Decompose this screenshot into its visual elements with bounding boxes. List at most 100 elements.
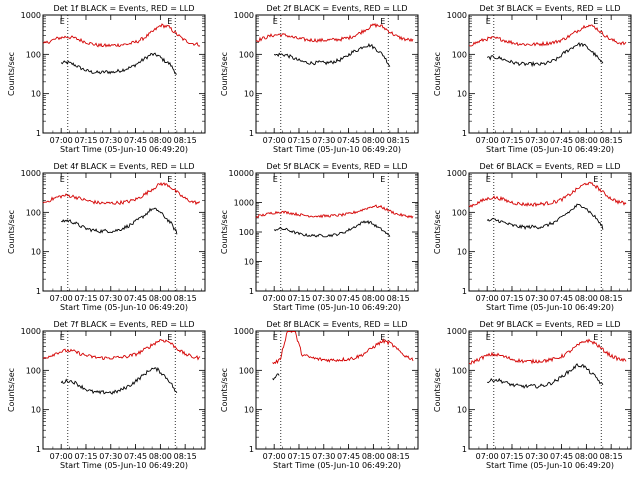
y-tick-label: 10 (31, 248, 41, 257)
x-tick-label: 08:15 (174, 294, 197, 303)
x-axis-label: Start Time (05-Jun-10 06:49:20) (273, 303, 401, 312)
x-tick-label: 08:00 (149, 136, 172, 145)
x-tick-label: 08:15 (387, 294, 410, 303)
y-axis-label: Counts/sec (7, 52, 16, 96)
x-tick-label: 07:00 (476, 294, 499, 303)
panel-title: Det 7f BLACK = Events, RED = LLD (53, 320, 194, 329)
panel-title: Det 2f BLACK = Events, RED = LLD (266, 4, 407, 13)
panel-title: Det 4f BLACK = Events, RED = LLD (53, 162, 194, 171)
x-tick-label: 08:00 (575, 136, 598, 145)
event-marker-label: E (486, 333, 491, 342)
x-tick-label: 08:15 (174, 452, 197, 461)
x-tick-label: 07:15 (500, 136, 523, 145)
series-events-line (273, 220, 391, 238)
x-tick-label: 07:15 (74, 452, 97, 461)
y-axis-label: Counts/sec (220, 52, 229, 96)
x-tick-label: 08:15 (600, 136, 623, 145)
event-marker-label: E (60, 17, 65, 26)
x-tick-label: 07:30 (525, 136, 548, 145)
panel-title: Det 6f BLACK = Events, RED = LLD (479, 162, 620, 171)
series-lld-line (42, 23, 201, 48)
event-marker-label: E (486, 17, 491, 26)
series-lld-line (255, 22, 414, 43)
x-tick-label: 07:45 (337, 136, 360, 145)
x-tick-label: 07:30 (312, 452, 335, 461)
event-marker-label: E (380, 175, 385, 184)
event-marker-label: E (593, 17, 598, 26)
series-events-line (487, 363, 604, 389)
y-tick-label: 10 (31, 406, 41, 415)
y-axis-label: Counts/sec (433, 52, 442, 96)
y-tick-label: 1000 (21, 169, 41, 178)
y-tick-label: 100 (26, 50, 41, 59)
y-tick-label: 1000 (234, 199, 254, 208)
detector-panel-8: Det 8f BLACK = Events, RED = LLD 1 10 100 10… (220, 320, 419, 470)
event-marker-label: E (486, 175, 491, 184)
x-tick-label: 08:15 (174, 136, 197, 145)
x-tick-label: 07:00 (263, 452, 286, 461)
y-tick-label: 1 (462, 445, 467, 454)
x-tick-label: 07:15 (500, 452, 523, 461)
y-tick-label: 1000 (447, 169, 467, 178)
x-tick-label: 07:15 (287, 294, 310, 303)
x-tick-label: 07:30 (312, 136, 335, 145)
event-marker-label: E (593, 175, 598, 184)
detector-panel-5: Det 5f BLACK = Events, RED = LLD 1 10 100 10… (220, 162, 419, 312)
x-tick-label: 08:00 (149, 452, 172, 461)
y-tick-label: 100 (239, 366, 254, 375)
x-tick-label: 08:00 (149, 294, 172, 303)
y-tick-label: 1000 (447, 11, 467, 20)
x-tick-label: 08:00 (362, 136, 385, 145)
y-tick-label: 10 (457, 406, 467, 415)
x-tick-label: 07:00 (476, 452, 499, 461)
y-tick-label: 100 (239, 50, 254, 59)
x-axis-label: Start Time (05-Jun-10 06:49:20) (486, 145, 614, 154)
detector-panel-1: Det 1f BLACK = Events, RED = LLD 1 10 100 10… (7, 4, 206, 154)
y-tick-label: 100 (26, 366, 41, 375)
y-tick-label: 1 (249, 129, 254, 138)
x-tick-label: 07:45 (550, 136, 573, 145)
x-axis-label: Start Time (05-Jun-10 06:49:20) (60, 303, 188, 312)
y-tick-label: 1000 (447, 327, 467, 336)
panel-title: Det 8f BLACK = Events, RED = LLD (266, 320, 407, 329)
x-axis-label: Start Time (05-Jun-10 06:49:20) (273, 145, 401, 154)
y-tick-label: 100 (452, 50, 467, 59)
x-tick-label: 07:15 (287, 452, 310, 461)
detector-panel-7: Det 7f BLACK = Events, RED = LLD 1 10 100 10… (7, 320, 206, 470)
series-lld-line (42, 338, 201, 361)
plot-frame (255, 172, 419, 292)
y-tick-label: 100 (452, 208, 467, 217)
plot-frame (42, 172, 206, 292)
event-marker-label: E (380, 333, 385, 342)
x-tick-label: 07:30 (99, 294, 122, 303)
event-marker-label: E (273, 175, 278, 184)
x-tick-label: 07:45 (550, 294, 573, 303)
y-axis-label: Counts/sec (433, 210, 442, 254)
y-axis-label: Counts/sec (220, 210, 229, 254)
x-tick-label: 07:30 (525, 452, 548, 461)
x-tick-label: 08:15 (600, 294, 623, 303)
x-tick-label: 07:30 (525, 294, 548, 303)
x-tick-label: 07:45 (550, 452, 573, 461)
y-tick-label: 1 (36, 445, 41, 454)
x-axis-label: Start Time (05-Jun-10 06:49:20) (60, 461, 188, 470)
panel-title: Det 3f BLACK = Events, RED = LLD (479, 4, 620, 13)
event-marker-label: E (60, 175, 65, 184)
plot-frame (468, 14, 632, 134)
x-tick-label: 07:15 (74, 136, 97, 145)
panel-title: Det 1f BLACK = Events, RED = LLD (53, 4, 194, 13)
y-tick-label: 1 (36, 129, 41, 138)
event-marker-label: E (167, 175, 172, 184)
y-tick-label: 10 (457, 90, 467, 99)
panel-title: Det 5f BLACK = Events, RED = LLD (266, 162, 407, 171)
x-tick-label: 07:45 (337, 294, 360, 303)
series-lld-line (468, 24, 627, 47)
x-tick-label: 07:00 (50, 294, 73, 303)
x-tick-label: 07:30 (99, 452, 122, 461)
plot-frame (42, 330, 206, 450)
y-tick-label: 1000 (234, 11, 254, 20)
series-lld-line (468, 181, 627, 208)
y-tick-label: 1000 (234, 327, 254, 336)
detector-panel-3: Det 3f BLACK = Events, RED = LLD 1 10 100 10… (433, 4, 632, 154)
x-tick-label: 08:15 (387, 136, 410, 145)
